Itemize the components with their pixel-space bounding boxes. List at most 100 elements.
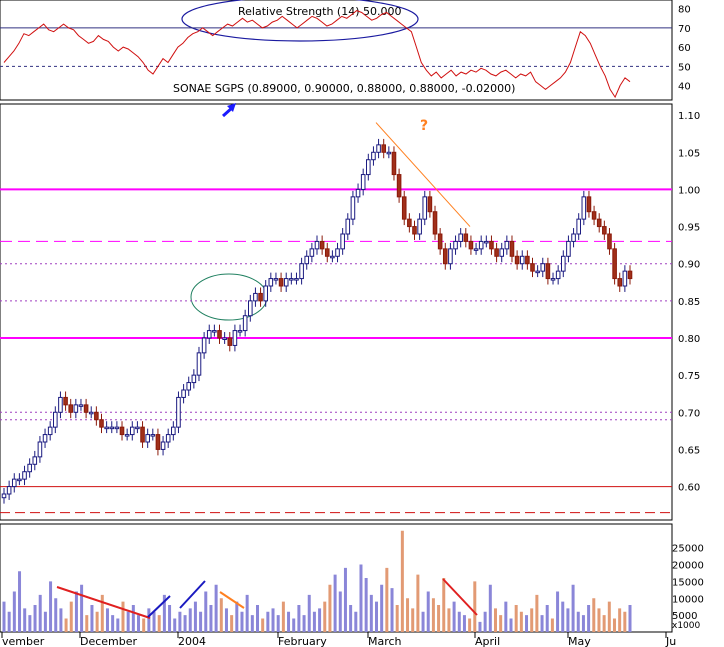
candle-body [453, 240, 458, 250]
candle-body [58, 396, 63, 413]
volume-bar [162, 594, 166, 632]
candle-body [53, 411, 58, 428]
volume-bar [349, 605, 353, 632]
volume-bar [437, 605, 441, 632]
price-tick-label: 0.65 [678, 445, 700, 456]
rsi-panel [0, 0, 673, 101]
candle-body [442, 248, 448, 265]
volume-bar [602, 615, 606, 632]
volume-bar [116, 618, 120, 632]
rsi-tick-label: 50 [678, 62, 691, 73]
volume-bar [28, 615, 32, 632]
volume-bar [488, 584, 492, 632]
candle-body [417, 218, 422, 235]
volume-bar [628, 605, 632, 632]
candle-body [42, 434, 48, 443]
volume-bar [550, 618, 554, 632]
candle-body [304, 255, 310, 265]
volume-bar [74, 591, 78, 632]
candle-body [519, 255, 525, 265]
candle-body [612, 248, 617, 280]
rsi-title: Relative Strength (14) 50.000 [238, 5, 402, 18]
candle-body [525, 255, 530, 265]
volume-bar [535, 594, 539, 632]
candle-body [94, 411, 99, 421]
candle-body [222, 337, 227, 340]
candle-body [99, 419, 104, 428]
candle-body [571, 233, 576, 242]
question-mark-annotation: ? [420, 118, 428, 134]
volume-bar [514, 605, 518, 632]
candle-body [299, 263, 304, 280]
candle-body [273, 278, 279, 281]
candle-body [432, 211, 438, 235]
volume-bar [525, 615, 529, 632]
volume-bar [43, 611, 47, 632]
volume-bar [111, 615, 115, 632]
candle-body [555, 270, 561, 280]
candle-body [627, 270, 633, 280]
volume-bar [54, 598, 58, 632]
volume-bar [178, 611, 182, 632]
volume-bar [473, 581, 477, 632]
candle-body [530, 263, 535, 272]
volume-bar [2, 601, 6, 632]
candle-body [83, 404, 89, 413]
volume-bar [354, 611, 358, 632]
candle-body [617, 278, 623, 287]
volume-bar [431, 598, 435, 632]
volume-tick-label: 15000 [672, 577, 704, 588]
volume-bar [157, 615, 161, 632]
candle-body [545, 263, 551, 280]
volume-trend-line [442, 578, 478, 616]
candle-body [232, 330, 238, 346]
volume-bar [142, 618, 146, 632]
candle-body [499, 248, 505, 257]
candle-body [396, 174, 402, 198]
candle-body [381, 144, 387, 153]
volume-bar [38, 594, 42, 632]
candle-body [581, 196, 587, 220]
volume-bar [592, 598, 596, 632]
candle-body [212, 330, 217, 333]
candle-body [63, 396, 68, 406]
price-tick-label: 0.60 [678, 483, 700, 494]
candle-body [360, 174, 366, 190]
candle-body [324, 248, 330, 257]
volume-bar [100, 594, 104, 632]
candle-body [386, 151, 392, 155]
volume-bar [581, 615, 585, 632]
candle-body [283, 278, 289, 287]
candle-body [591, 211, 597, 220]
volume-tick-label: 5000 [672, 611, 697, 622]
candle-body [391, 151, 397, 176]
candle-body [437, 233, 443, 250]
candle-body [171, 426, 176, 436]
candle-body [32, 456, 38, 465]
candle-body [6, 486, 12, 495]
candle-body [540, 263, 546, 272]
month-label: April [475, 635, 500, 647]
candle-body [258, 292, 263, 302]
candle-body [78, 404, 84, 407]
candle-body [104, 426, 109, 430]
candle-body [366, 159, 371, 176]
volume-bar [312, 611, 316, 632]
volume-bar [214, 584, 218, 632]
candle-body [109, 426, 115, 430]
rsi-highlight-ellipse [181, 0, 419, 42]
volume-bar [209, 605, 213, 632]
candle-body [145, 434, 150, 443]
volume-bar [612, 618, 616, 632]
candle-body [47, 426, 53, 436]
candle-body [319, 240, 325, 250]
candle-body [119, 426, 125, 436]
candle-body [504, 240, 510, 250]
volume-bar [245, 594, 249, 632]
volume-bar [230, 615, 234, 632]
candle-body [514, 255, 520, 265]
candle-body [494, 248, 499, 257]
candle-body [350, 196, 356, 220]
candle-body [371, 151, 376, 161]
volume-tick-label: 25000 [672, 544, 704, 555]
